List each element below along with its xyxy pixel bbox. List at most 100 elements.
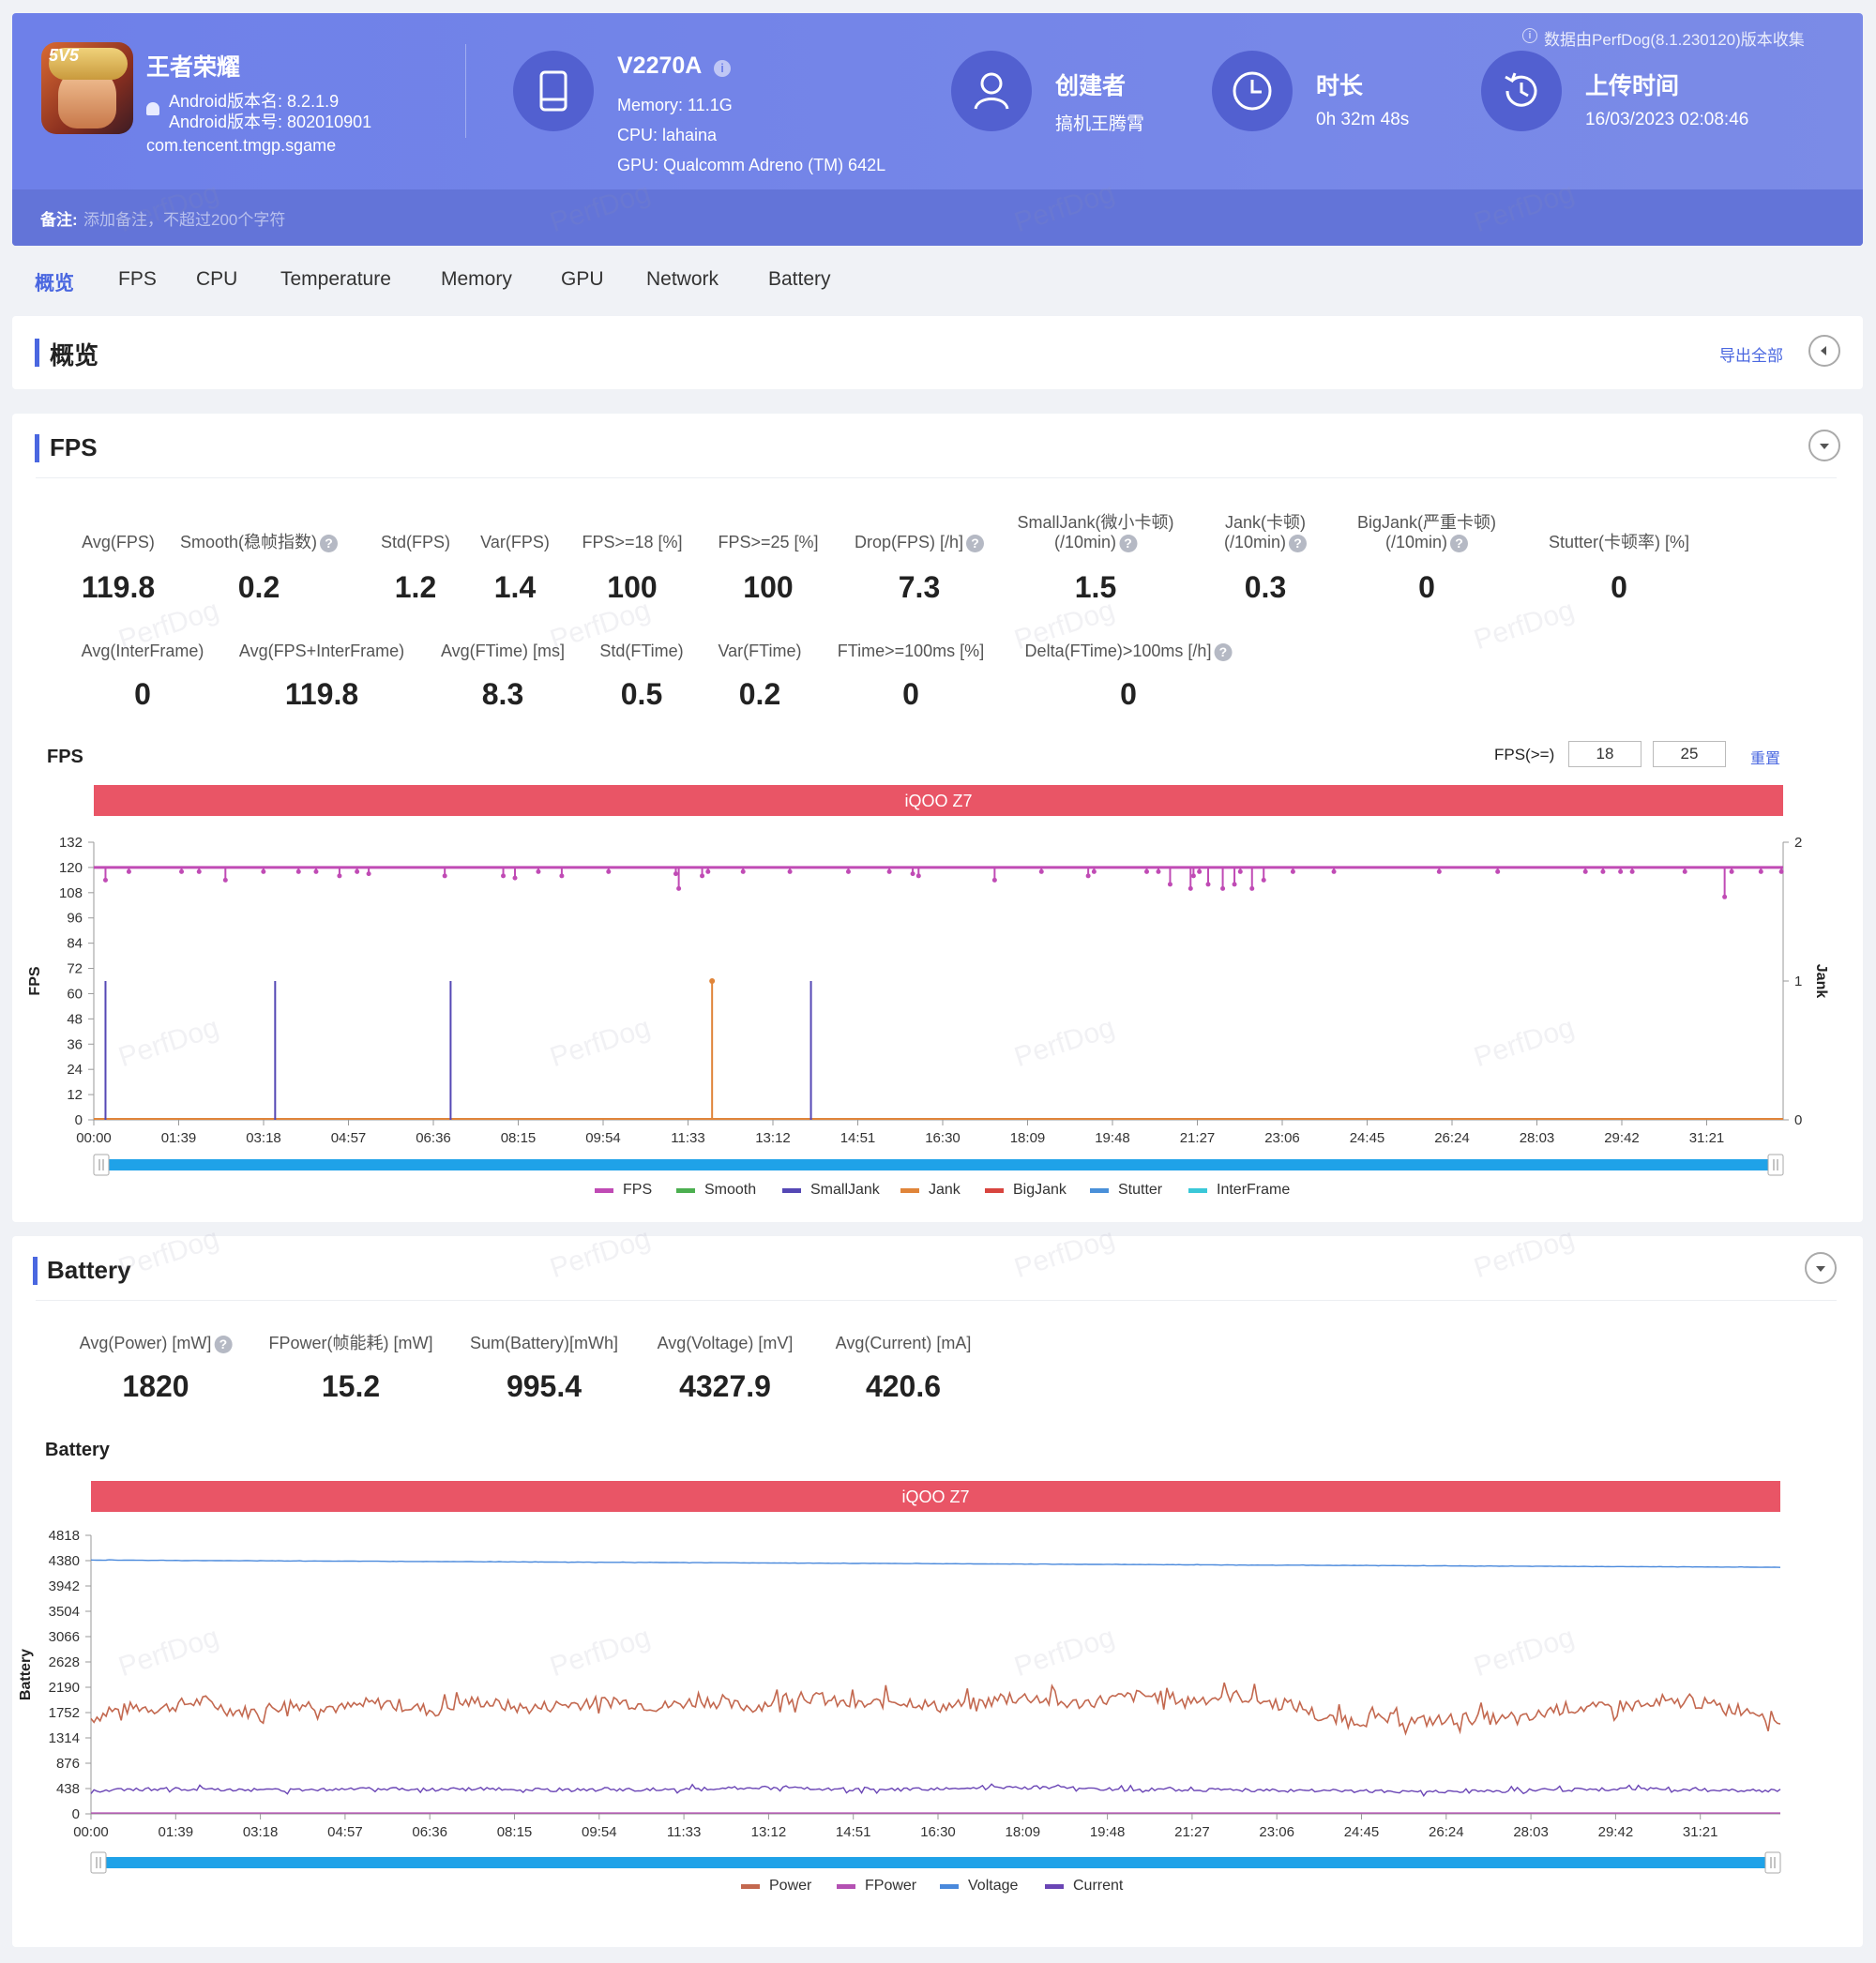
fps-stat-value: 1.2 — [394, 570, 437, 604]
user-icon — [951, 51, 1032, 131]
chart-banner — [91, 1481, 1780, 1512]
legend-label: Jank — [929, 1182, 961, 1198]
tab-battery[interactable]: Battery — [768, 268, 831, 290]
x-tick-label: 31:21 — [1683, 1824, 1718, 1840]
legend-swatch — [595, 1188, 613, 1193]
fps-reset-link[interactable]: 重置 — [1750, 751, 1781, 767]
fps-point — [102, 877, 108, 883]
fps-stat-label: Var(FPS) — [480, 533, 550, 552]
fps-point — [886, 868, 892, 874]
collapse-battery-button[interactable] — [1805, 1252, 1837, 1284]
chart-banner-label: iQOO Z7 — [901, 1487, 969, 1506]
stat-label-text: Avg(FPS+InterFrame) — [238, 642, 405, 660]
device-memory: Memory: 11.1G — [617, 96, 733, 114]
fps-point — [1261, 877, 1266, 883]
fps-stat-label: Std(FTime) — [599, 642, 683, 661]
legend-power-item[interactable]: Power — [741, 1878, 812, 1894]
fps-stat-value: 100 — [607, 570, 658, 604]
stat-label-text: Avg(InterFrame) — [81, 642, 204, 660]
legend-interframe-item[interactable]: InterFrame — [1188, 1182, 1290, 1198]
y-tick-label: 12 — [67, 1087, 83, 1103]
y-tick-label: 4818 — [49, 1528, 80, 1544]
android-icon — [146, 102, 159, 115]
fps-stat-value: 8.3 — [481, 677, 524, 711]
legend-smooth-item[interactable]: Smooth — [676, 1182, 756, 1198]
fps-chart-title: FPS — [47, 747, 83, 767]
y-tick-label: 3504 — [49, 1604, 80, 1620]
y-tick-label: 3942 — [49, 1578, 80, 1594]
legend-bigjank-item[interactable]: BigJank — [985, 1182, 1067, 1198]
help-icon[interactable]: ? — [1214, 642, 1233, 661]
fps-stat-value: 0.5 — [620, 677, 663, 711]
x-tick-label: 23:06 — [1264, 1130, 1300, 1146]
tab-memory[interactable]: Memory — [441, 268, 512, 290]
tab-gpu[interactable]: GPU — [561, 268, 604, 290]
tab-temperature[interactable]: Temperature — [280, 268, 391, 290]
legend-fpower-item[interactable]: FPower — [837, 1878, 917, 1894]
export-all-link[interactable]: 导出全部 — [1719, 347, 1783, 365]
note-input[interactable]: 添加备注，不超过200个字符 — [83, 211, 286, 229]
fps-point — [222, 877, 228, 883]
y-tick-label: 120 — [59, 860, 83, 876]
legend-stutter-item[interactable]: Stutter — [1090, 1182, 1163, 1198]
stat-label-text: BigJank(严重卡顿) — [1356, 513, 1497, 532]
collapse-left-button[interactable] — [1808, 335, 1840, 367]
legend-jank-item[interactable]: Jank — [900, 1182, 961, 1198]
battery-stat-value: 4327.9 — [679, 1369, 771, 1403]
slider-left-handle[interactable] — [90, 1851, 107, 1874]
fps-point — [915, 873, 921, 879]
x-tick-label: 24:45 — [1350, 1130, 1385, 1146]
time-range-slider[interactable] — [94, 1159, 1783, 1170]
x-tick-label: 08:15 — [501, 1130, 537, 1146]
stat-label-text: Std(FTime) — [599, 642, 684, 660]
legend-smalljank-item[interactable]: SmallJank — [782, 1182, 881, 1198]
x-tick-label: 01:39 — [161, 1130, 197, 1146]
y-tick-label: 2628 — [49, 1654, 80, 1670]
y-axis-label: Battery — [18, 1649, 34, 1700]
legend-current-item[interactable]: Current — [1045, 1878, 1124, 1894]
fps-stat-value: 119.8 — [81, 570, 156, 604]
collapse-fps-button[interactable] — [1808, 430, 1840, 461]
slider-right-handle[interactable] — [1764, 1851, 1781, 1874]
y-tick-label: 1752 — [49, 1705, 80, 1721]
fps-point — [1156, 868, 1161, 874]
fps-stat-label: FPS>=25 [%] — [718, 533, 818, 552]
legend-label: Power — [769, 1878, 812, 1894]
fps-point — [261, 868, 266, 874]
info-icon[interactable]: i — [714, 60, 731, 77]
battery-stat-value: 995.4 — [506, 1369, 582, 1403]
device-cpu: CPU: lahaina — [617, 126, 718, 144]
y-tick-label: 96 — [67, 911, 83, 927]
help-icon[interactable]: ? — [966, 534, 985, 552]
help-icon[interactable]: ? — [320, 534, 339, 552]
tab-overview[interactable]: 概览 — [35, 273, 74, 294]
legend-voltage-item[interactable]: Voltage — [940, 1878, 1018, 1894]
tab-network[interactable]: Network — [646, 268, 719, 290]
help-icon[interactable]: ? — [1450, 534, 1468, 552]
time-range-slider[interactable] — [91, 1857, 1780, 1868]
app-icon: 5V5 — [41, 42, 133, 134]
fps-threshold-18-input[interactable] — [1568, 741, 1642, 767]
fps-threshold-25-input[interactable] — [1653, 741, 1726, 767]
legend-label: FPS — [623, 1182, 652, 1198]
slider-left-handle[interactable] — [93, 1154, 110, 1176]
chart-banner — [94, 785, 1783, 816]
help-icon[interactable]: ? — [214, 1335, 233, 1353]
x-tick-label: 13:12 — [751, 1824, 787, 1840]
legend-fps-item[interactable]: FPS — [595, 1182, 652, 1198]
fps-point — [366, 871, 371, 877]
tab-cpu[interactable]: CPU — [196, 268, 238, 290]
slider-right-handle[interactable] — [1767, 1154, 1784, 1176]
help-icon[interactable]: ? — [1289, 534, 1308, 552]
stat-label-unit: (/10min) — [1053, 533, 1116, 551]
x-tick-label: 31:21 — [1689, 1130, 1725, 1146]
tab-fps[interactable]: FPS — [118, 268, 157, 290]
stat-label-text: SmallJank(微小卡顿) — [1017, 513, 1174, 532]
duration-value: 0h 32m 48s — [1316, 110, 1410, 129]
help-icon[interactable]: ? — [1119, 534, 1137, 552]
stat-label-text: Stutter(卡顿率) [%] — [1548, 533, 1690, 551]
legend-label: SmallJank — [810, 1182, 881, 1198]
fps-stat-label: Drop(FPS) [/h]? — [855, 533, 985, 552]
fps-point — [536, 868, 541, 874]
battery-divider — [36, 1300, 1837, 1301]
